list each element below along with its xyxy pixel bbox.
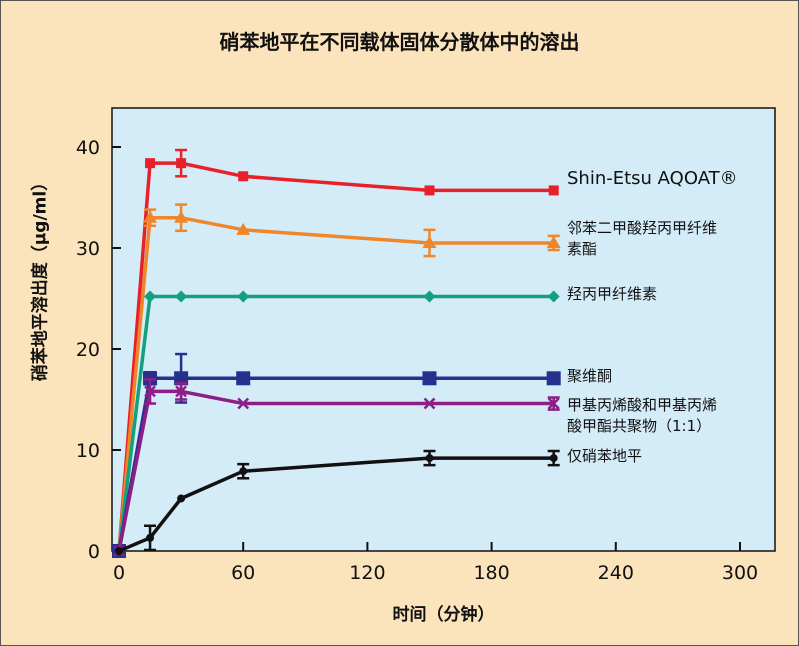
- data-point: [237, 290, 250, 303]
- legend-label: 羟丙甲纤维素: [567, 284, 657, 305]
- y-tick-label: 20: [76, 339, 100, 361]
- data-point: [547, 397, 560, 410]
- data-point: [549, 454, 558, 463]
- legend-label-line: 邻苯二甲酸羟丙甲纤维: [567, 219, 718, 237]
- data-point: [236, 222, 251, 235]
- x-axis-label: 时间（分钟）: [392, 605, 495, 625]
- data-point: [175, 385, 187, 398]
- legend-label: 聚维酮: [567, 366, 612, 387]
- legend-label-line: Shin-Etsu AQOAT®: [567, 168, 738, 189]
- legend-label: Shin-Etsu AQOAT®: [567, 168, 738, 189]
- data-point: [174, 210, 189, 223]
- legend-label-line: 聚维酮: [567, 367, 613, 385]
- legend-label: 邻苯二甲酸羟丙甲纤维 素酯: [567, 218, 717, 260]
- data-point: [238, 171, 249, 182]
- chart-title: 硝苯地平在不同载体固体分散体中的溶出: [219, 30, 580, 54]
- plot-background: [111, 107, 776, 552]
- data-point: [546, 371, 561, 386]
- data-point: [174, 371, 189, 386]
- data-point: [175, 290, 188, 303]
- data-point: [546, 235, 561, 248]
- data-point: [237, 397, 250, 410]
- data-point: [422, 371, 437, 386]
- y-tick-label: 0: [88, 541, 100, 563]
- legend-label: 甲基丙烯酸和甲基丙烯 酸甲酯共聚物（1:1）: [567, 395, 717, 437]
- legend-label: 仅硝苯地平: [567, 446, 642, 467]
- x-tick-label: 0: [113, 562, 125, 584]
- x-tick-label: 60: [231, 562, 255, 584]
- x-tick-label: 120: [349, 562, 385, 584]
- x-tick-label: 300: [722, 562, 758, 584]
- data-point: [143, 210, 158, 223]
- series-line-1: [117, 215, 554, 552]
- data-point: [422, 235, 437, 248]
- data-point: [548, 185, 559, 196]
- x-tick-label: 240: [598, 562, 634, 584]
- data-point: [239, 467, 248, 476]
- series-line-4: [117, 389, 554, 552]
- x-tick-label: 180: [473, 562, 509, 584]
- data-point: [236, 371, 251, 386]
- legend-label-line: 羟丙甲纤维素: [567, 285, 658, 303]
- data-point: [423, 290, 436, 303]
- series-line-0: [117, 161, 554, 552]
- data-point: [146, 533, 155, 542]
- data-point: [547, 290, 560, 303]
- data-point: [115, 547, 123, 555]
- data-point: [423, 397, 436, 410]
- y-tick-label: 40: [76, 137, 100, 159]
- legend-label-line: 仅硝苯地平: [567, 447, 643, 465]
- series-line-3: [117, 376, 554, 552]
- data-point: [144, 290, 157, 303]
- data-point: [424, 185, 435, 196]
- y-tick-label: 30: [76, 238, 100, 260]
- data-point: [145, 158, 156, 169]
- data-point: [144, 385, 156, 398]
- data-point: [176, 158, 187, 169]
- series-line-2: [117, 294, 554, 552]
- series-line-5: [118, 456, 554, 553]
- data-point: [425, 454, 434, 463]
- y-tick-label: 10: [76, 440, 100, 462]
- data-point: [177, 494, 186, 503]
- legend-label-line: 酸甲酯共聚物（1:1）: [567, 417, 712, 435]
- legend-label-line: 素酯: [567, 240, 598, 258]
- legend-label-line: 甲基丙烯酸和甲基丙烯: [567, 396, 718, 414]
